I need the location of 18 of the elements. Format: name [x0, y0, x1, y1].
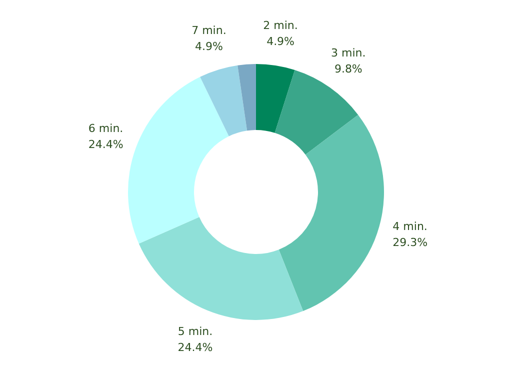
- data-label: 29.3%: [392, 236, 428, 250]
- slice-label: 6 min.: [88, 122, 124, 135]
- slice-label: 3 min.: [331, 46, 366, 60]
- slice-label: 4 min.: [392, 220, 428, 234]
- donut-slice: [256, 64, 295, 133]
- donut-slice: [238, 64, 256, 131]
- data-label: 24.4%: [178, 341, 213, 354]
- slice-label: 7 min.: [192, 24, 226, 38]
- data-label: 24.4%: [88, 138, 124, 151]
- donut-slice: [128, 76, 229, 244]
- slice-label: 5 min.: [178, 325, 213, 338]
- data-label: 9.8%: [334, 62, 362, 76]
- slice-label: 2 min.: [263, 18, 298, 32]
- donut-slice: [200, 65, 248, 136]
- donut-slice: [278, 114, 384, 312]
- data-label: 4.9%: [194, 40, 223, 54]
- donut-slice: [138, 216, 304, 320]
- data-label: 4.9%: [266, 34, 295, 48]
